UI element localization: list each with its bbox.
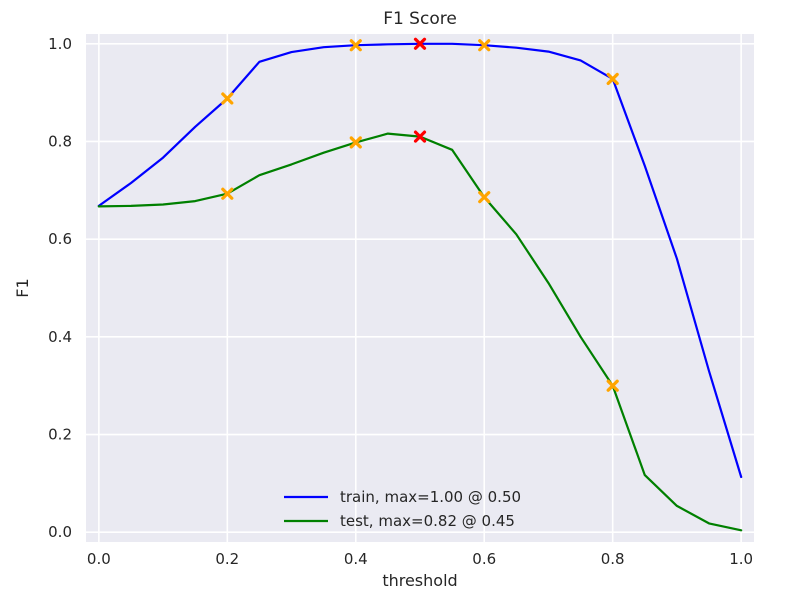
x-tick-label: 0.0: [87, 550, 111, 568]
threshold-marker-train: [606, 72, 619, 86]
x-tick-label: 1.0: [729, 550, 753, 568]
x-tick-label: 0.6: [472, 550, 496, 568]
chart-title: F1 Score: [383, 9, 457, 29]
marker-stroke: [606, 72, 619, 86]
max-marker-test: [413, 130, 427, 143]
legend: train, max=1.00 @ 0.50 test, max=0.82 @ …: [284, 488, 521, 530]
y-tick-label: 1.0: [48, 35, 72, 53]
tick-labels: 0.0 0.2 0.4 0.6 0.8 1.0 0.0 0.2 0.4 0.6 0.8 1.0: [48, 35, 753, 568]
grid-lines: [86, 34, 754, 542]
legend-label-test: test, max=0.82 @ 0.45: [340, 512, 515, 530]
y-tick-label: 0.0: [48, 523, 72, 541]
threshold-markers: [221, 37, 619, 392]
y-tick-label: 0.4: [48, 328, 72, 346]
marker-stroke: [606, 379, 619, 392]
x-tick-label: 0.2: [215, 550, 239, 568]
marker-stroke: [413, 130, 427, 143]
marker-stroke: [221, 92, 234, 105]
threshold-marker-test: [606, 379, 619, 392]
y-tick-label: 0.8: [48, 132, 72, 150]
x-tick-label: 0.4: [344, 550, 368, 568]
y-axis-label: F1: [13, 278, 32, 297]
max-marker-train: [413, 37, 427, 50]
marker-stroke: [413, 37, 427, 50]
marker-stroke: [221, 187, 234, 200]
threshold-marker-test: [478, 191, 491, 204]
threshold-marker-train: [478, 39, 491, 52]
threshold-marker-test: [221, 187, 234, 200]
marker-stroke: [478, 191, 491, 204]
marker-stroke: [478, 39, 491, 52]
x-axis-label: threshold: [382, 571, 457, 590]
marker-stroke: [349, 39, 362, 52]
threshold-marker-train: [221, 92, 234, 105]
y-tick-label: 0.6: [48, 230, 72, 248]
threshold-marker-test: [349, 136, 362, 149]
plot-background: [86, 34, 754, 542]
legend-label-train: train, max=1.00 @ 0.50: [340, 488, 521, 506]
x-tick-label: 0.8: [601, 550, 625, 568]
marker-stroke: [349, 136, 362, 149]
threshold-marker-train: [349, 39, 362, 52]
y-tick-label: 0.2: [48, 426, 72, 444]
